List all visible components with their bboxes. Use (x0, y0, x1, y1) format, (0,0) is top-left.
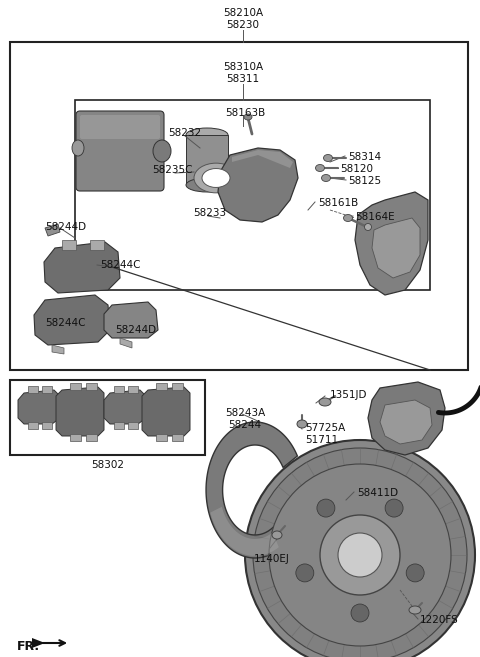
Text: 58164E: 58164E (355, 212, 395, 222)
Circle shape (406, 564, 424, 582)
Bar (90, 240, 104, 250)
Polygon shape (218, 148, 298, 222)
Polygon shape (206, 422, 298, 558)
Ellipse shape (186, 128, 228, 142)
Polygon shape (355, 192, 428, 295)
Text: 58125: 58125 (348, 176, 381, 186)
Bar (42, 422, 52, 429)
Text: 58233: 58233 (193, 208, 227, 218)
Polygon shape (120, 338, 132, 348)
Bar (10, 42, 468, 370)
Polygon shape (45, 224, 60, 236)
Bar (128, 422, 138, 429)
Ellipse shape (272, 531, 282, 539)
Text: 58302: 58302 (92, 460, 124, 470)
Circle shape (296, 564, 314, 582)
Text: 58311: 58311 (227, 74, 260, 84)
Polygon shape (104, 302, 158, 338)
Ellipse shape (202, 169, 230, 187)
Ellipse shape (324, 154, 333, 162)
Text: 58230: 58230 (227, 20, 260, 30)
Text: 58310A: 58310A (223, 62, 263, 72)
FancyBboxPatch shape (80, 115, 160, 139)
Text: 58163B: 58163B (225, 108, 265, 118)
Ellipse shape (72, 140, 84, 156)
Text: 57725A: 57725A (305, 423, 345, 433)
Circle shape (245, 440, 475, 657)
Ellipse shape (297, 420, 307, 428)
Text: 58244D: 58244D (115, 325, 156, 335)
Bar (156, 383, 167, 390)
Circle shape (317, 499, 335, 517)
Bar (42, 386, 52, 393)
Bar (28, 386, 38, 393)
Bar (70, 434, 81, 441)
Polygon shape (56, 387, 104, 436)
Ellipse shape (244, 114, 252, 120)
Text: 1140EJ: 1140EJ (254, 554, 290, 564)
Ellipse shape (315, 164, 324, 171)
Polygon shape (368, 382, 445, 455)
Polygon shape (18, 390, 60, 424)
Polygon shape (372, 218, 420, 278)
Ellipse shape (409, 606, 421, 614)
Circle shape (320, 515, 400, 595)
Text: 58314: 58314 (348, 152, 381, 162)
Text: 58232: 58232 (168, 128, 202, 138)
Bar (172, 434, 183, 441)
Bar (10, 380, 205, 455)
FancyBboxPatch shape (76, 111, 164, 191)
Text: 58244D: 58244D (45, 222, 86, 232)
Text: 58120: 58120 (340, 164, 373, 174)
Text: 58161B: 58161B (318, 198, 358, 208)
Circle shape (385, 499, 403, 517)
Ellipse shape (153, 140, 171, 162)
Polygon shape (44, 242, 120, 293)
Ellipse shape (186, 178, 228, 192)
Bar (172, 383, 183, 390)
Text: 1220FS: 1220FS (420, 615, 459, 625)
Polygon shape (142, 387, 190, 436)
Text: 58243A: 58243A (225, 408, 265, 418)
Bar (114, 386, 124, 393)
Bar (128, 386, 138, 393)
Circle shape (351, 604, 369, 622)
Text: 58244C: 58244C (100, 260, 141, 270)
Text: FR.: FR. (16, 640, 39, 653)
Bar (62, 240, 76, 250)
Polygon shape (34, 295, 110, 345)
Bar (86, 434, 97, 441)
Text: 58244: 58244 (228, 420, 262, 430)
Bar (75, 100, 430, 290)
Polygon shape (210, 507, 279, 556)
Text: 58210A: 58210A (223, 8, 263, 18)
Bar (70, 383, 81, 390)
Text: 58235C: 58235C (152, 165, 192, 175)
Circle shape (253, 448, 467, 657)
Polygon shape (232, 150, 293, 168)
Bar (114, 422, 124, 429)
Text: 58411D: 58411D (357, 488, 398, 498)
Bar (186, 135, 228, 185)
Polygon shape (52, 345, 64, 354)
Polygon shape (32, 638, 45, 648)
Polygon shape (380, 400, 432, 444)
Circle shape (338, 533, 382, 577)
Polygon shape (104, 390, 146, 424)
Bar (156, 434, 167, 441)
Bar (86, 383, 97, 390)
Circle shape (269, 464, 451, 646)
Ellipse shape (319, 398, 331, 406)
Ellipse shape (364, 223, 372, 231)
Text: 51711: 51711 (305, 435, 338, 445)
Text: 58244C: 58244C (45, 318, 85, 328)
Ellipse shape (194, 163, 238, 193)
Bar (28, 422, 38, 429)
Ellipse shape (322, 175, 331, 181)
Text: 1351JD: 1351JD (330, 390, 368, 400)
Ellipse shape (344, 214, 352, 221)
